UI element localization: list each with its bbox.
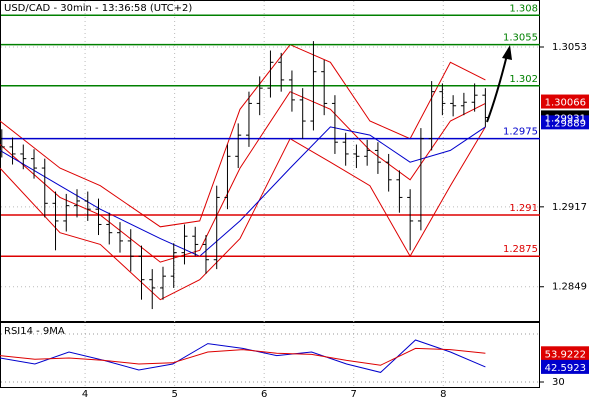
- y-tick-label: 1.2849: [552, 282, 587, 293]
- y-tick-label: 1.2917: [552, 202, 587, 213]
- price-tag: [541, 346, 589, 361]
- price-tag: [541, 94, 589, 109]
- x-tick-label: 7: [351, 389, 357, 400]
- y-tick-label: 1.3053: [552, 42, 587, 53]
- level-label: 1.2975: [503, 127, 538, 138]
- level-label: 1.3055: [503, 33, 538, 44]
- rsi-line: [0, 339, 486, 373]
- price-tag-label: 1.30066: [545, 98, 586, 109]
- indicator-line: [0, 44, 486, 228]
- x-tick-label: 5: [171, 389, 177, 400]
- indicator-line: [0, 91, 486, 263]
- price-tag-label: 42.5923: [545, 363, 586, 374]
- x-tick-label: 4: [82, 389, 88, 400]
- price-tag-label: 1.29889: [545, 118, 586, 129]
- level-label: 1.302: [509, 74, 538, 85]
- level-label: 1.308: [509, 3, 538, 14]
- price-tag: [541, 115, 589, 130]
- level-label: 1.2875: [503, 244, 538, 255]
- forecast-arrow: [486, 54, 508, 123]
- level-label: 1.291: [509, 203, 538, 214]
- rsi-title: RSI14 - 9MA: [4, 326, 65, 337]
- rsi-line: [0, 347, 486, 366]
- y-tick-label: 30: [552, 377, 565, 388]
- price-tag-label: 53.9222: [545, 349, 586, 360]
- indicator-line: [0, 126, 486, 301]
- price-panel: [0, 0, 540, 322]
- arrow-head: [502, 45, 512, 60]
- indicator-line: [0, 126, 486, 257]
- price-tag-label: 1.29931: [545, 113, 586, 124]
- rsi-panel: [0, 322, 540, 388]
- x-tick-label: 6: [261, 389, 267, 400]
- chart-title: USD/CAD - 30min - 13:36:58 (UTC+2): [4, 3, 192, 14]
- x-tick-label: 8: [440, 389, 446, 400]
- price-tag: [541, 359, 589, 374]
